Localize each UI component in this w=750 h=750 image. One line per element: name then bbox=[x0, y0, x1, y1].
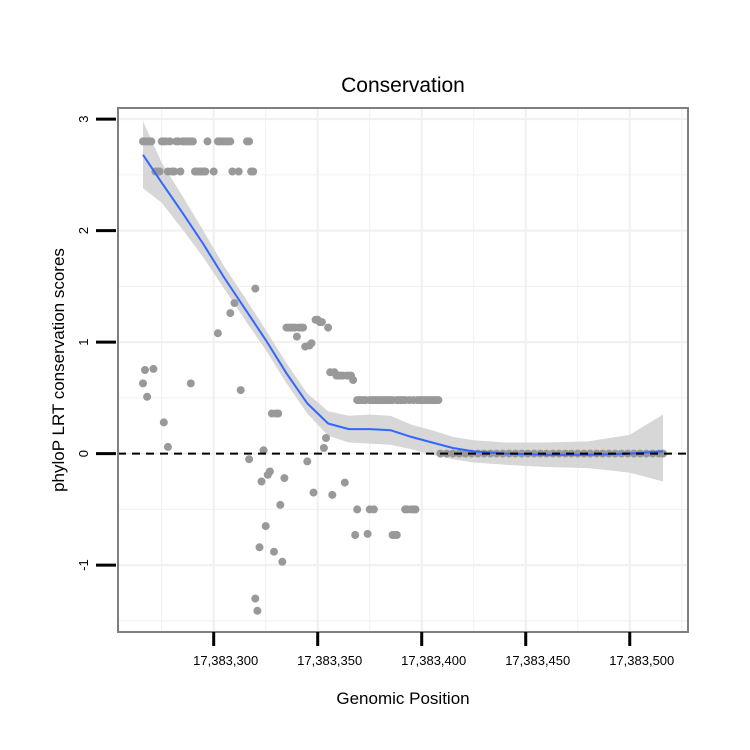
data-point bbox=[176, 167, 185, 176]
data-point bbox=[261, 522, 270, 531]
y-axis-label: phyloP LRT conservation scores bbox=[49, 248, 68, 492]
data-point bbox=[234, 167, 243, 176]
data-point bbox=[319, 444, 328, 452]
data-point bbox=[349, 376, 358, 384]
data-point bbox=[255, 543, 264, 552]
data-point bbox=[340, 478, 349, 487]
data-point bbox=[143, 392, 152, 401]
panel-border bbox=[117, 107, 689, 633]
data-point bbox=[369, 505, 378, 514]
data-point bbox=[226, 309, 235, 318]
data-point bbox=[280, 474, 289, 483]
confidence-band-group bbox=[143, 121, 663, 482]
x-tick-label: 17,383,450 bbox=[505, 653, 570, 668]
x-axis: 17,383,300 17,383,350 17,383,400 17,383,450… bbox=[193, 632, 674, 668]
data-point bbox=[274, 409, 283, 418]
data-point bbox=[328, 490, 337, 499]
y-axis: -1 0 1 2 3 bbox=[76, 115, 116, 571]
x-tick-label: 17,383,500 bbox=[609, 653, 674, 668]
data-point bbox=[245, 455, 254, 464]
data-point bbox=[213, 329, 222, 338]
data-point bbox=[170, 167, 179, 176]
data-point bbox=[411, 505, 420, 514]
confidence-band bbox=[143, 121, 663, 482]
data-point bbox=[141, 366, 149, 374]
x-tick-label: 17,383,400 bbox=[401, 653, 466, 668]
data-point bbox=[257, 477, 266, 486]
plot-panel bbox=[118, 108, 688, 632]
data-point bbox=[251, 594, 260, 603]
data-point bbox=[448, 449, 457, 458]
data-point bbox=[251, 284, 260, 293]
data-point bbox=[276, 500, 285, 509]
data-point bbox=[149, 364, 158, 373]
data-point bbox=[155, 167, 164, 176]
data-point bbox=[351, 531, 360, 539]
data-point bbox=[249, 167, 258, 176]
data-point bbox=[188, 137, 197, 146]
y-tick-label: 1 bbox=[76, 338, 91, 345]
y-tick-label: 0 bbox=[76, 450, 91, 457]
data-point bbox=[139, 379, 147, 388]
y-tick-label: 2 bbox=[76, 227, 91, 234]
chart-title: Conservation bbox=[341, 74, 465, 97]
data-point bbox=[299, 323, 308, 332]
data-point bbox=[245, 137, 254, 146]
data-point bbox=[265, 467, 274, 476]
data-points bbox=[139, 137, 667, 615]
data-point bbox=[278, 557, 287, 566]
data-point bbox=[253, 606, 262, 615]
data-point bbox=[159, 418, 168, 427]
data-point bbox=[209, 167, 218, 176]
data-point bbox=[322, 434, 330, 442]
data-point bbox=[303, 457, 312, 466]
data-point bbox=[203, 137, 212, 146]
data-point bbox=[186, 379, 195, 388]
data-point bbox=[228, 167, 237, 176]
data-point bbox=[201, 167, 210, 176]
data-point bbox=[270, 547, 278, 556]
data-point bbox=[226, 137, 235, 146]
y-tick-label: 3 bbox=[76, 115, 91, 122]
data-point bbox=[292, 332, 301, 341]
data-point bbox=[353, 505, 362, 514]
x-tick-label: 17,383,300 bbox=[193, 653, 258, 668]
data-point bbox=[147, 137, 156, 146]
data-point bbox=[307, 339, 316, 348]
data-point bbox=[317, 318, 326, 327]
data-point bbox=[236, 386, 245, 395]
data-point bbox=[230, 299, 239, 308]
data-point bbox=[259, 446, 268, 455]
data-point bbox=[363, 529, 372, 538]
x-tick-label: 17,383,350 bbox=[297, 653, 362, 668]
x-axis-label: Genomic Position bbox=[336, 689, 469, 708]
data-point bbox=[434, 396, 443, 405]
data-point bbox=[163, 442, 172, 451]
data-point bbox=[461, 449, 470, 458]
data-point bbox=[309, 488, 318, 497]
data-point bbox=[392, 531, 401, 539]
data-point bbox=[324, 323, 333, 332]
data-point bbox=[166, 137, 174, 146]
y-tick-label: -1 bbox=[76, 559, 91, 571]
